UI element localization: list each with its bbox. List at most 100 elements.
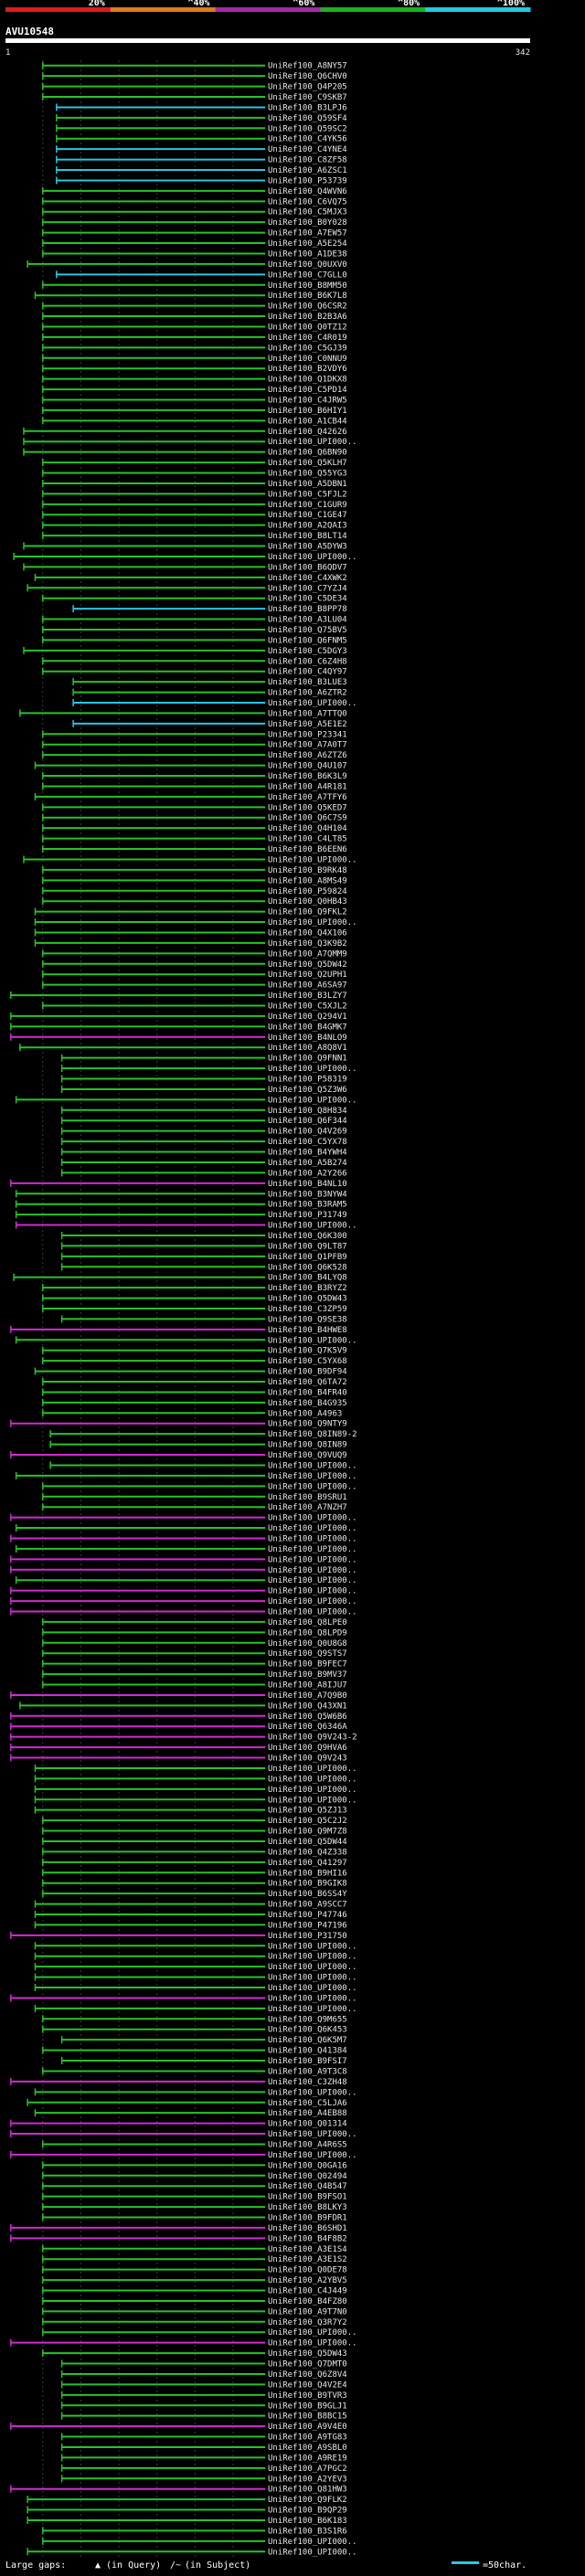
hit-label: UniRef100_A7QMM9 [268, 949, 347, 959]
hit-label: UniRef100_B6EEN6 [268, 845, 347, 854]
hit-label: UniRef100_B3LZY7 [268, 991, 347, 1001]
hit-label: UniRef100_B0Y028 [268, 218, 347, 228]
hit-label: UniRef100_A7EW57 [268, 229, 347, 239]
hit-label: UniRef100_UPI000.. [268, 1963, 357, 1972]
hit-label: UniRef100_Q9FNN1 [268, 1055, 347, 1064]
identity-scale-ticks: 20% ^40% ^60% ^80% ^100% [89, 0, 525, 8]
hit-label: UniRef100_Q0TZ12 [268, 323, 347, 332]
hit-label: UniRef100_Q6K453 [268, 2026, 347, 2035]
hit-label: UniRef100_UPI000.. [268, 1096, 357, 1105]
hit-label: UniRef100_Q75BV5 [268, 626, 347, 635]
hit-label: UniRef100_UPI000.. [268, 918, 357, 928]
hit-label: UniRef100_A5E254 [268, 239, 347, 249]
hit-label: UniRef100_A3LU04 [268, 616, 347, 625]
hit-label: UniRef100_B4LYQ8 [268, 1274, 347, 1283]
hit-label: UniRef100_A6ZSC1 [268, 166, 347, 175]
hit-label: UniRef100_A1DE38 [268, 249, 347, 259]
hit-label: UniRef100_P58319 [268, 1076, 347, 1085]
hit-label: UniRef100_B4G935 [268, 1399, 347, 1408]
hit-label: UniRef100_Q6K528 [268, 1263, 347, 1272]
hit-label: UniRef100_Q6346A [268, 1723, 347, 1732]
hit-label: UniRef100_B9QP29 [268, 2507, 347, 2516]
hit-label: UniRef100_A3E1S4 [268, 2245, 347, 2254]
hit-label: UniRef100_Q4Z338 [268, 1848, 347, 1857]
hit-label: UniRef100_A2Y266 [268, 1169, 347, 1178]
hit-label: UniRef100_B6SHD1 [268, 2224, 347, 2233]
hit-label: UniRef100_Q6K300 [268, 1232, 347, 1241]
hit-label: UniRef100_C7GLL0 [268, 270, 347, 280]
hit-label: UniRef100_C5FJL2 [268, 490, 347, 499]
hit-label: UniRef100_P53739 [268, 176, 347, 186]
hit-label: UniRef100_Q81HW3 [268, 2486, 347, 2495]
scale-segment [425, 7, 531, 12]
hit-label: UniRef100_UPI000.. [268, 2005, 357, 2014]
hit-label: UniRef100_Q2UPH1 [268, 970, 347, 980]
hit-label: UniRef100_Q01314 [268, 2120, 347, 2129]
hit-label: UniRef100_Q3R7Y2 [268, 2318, 347, 2327]
hit-label: UniRef100_C4YNE4 [268, 145, 347, 154]
hit-label: UniRef100_A7TFY6 [268, 793, 347, 802]
hit-label: UniRef100_UPI000.. [268, 1974, 357, 1983]
hit-label: UniRef100_C4JRW5 [268, 397, 347, 406]
hit-label: UniRef100_B8LT14 [268, 532, 347, 541]
hit-label: UniRef100_Q1DKX8 [268, 376, 347, 385]
hit-label: UniRef100_P31750 [268, 1932, 347, 1941]
hit-label: UniRef100_P23341 [268, 730, 347, 739]
query-start: 1 [5, 48, 10, 58]
hit-label: UniRef100_B3NYW4 [268, 1190, 347, 1199]
legend-gap-query-marker: ▲ [95, 2560, 101, 2571]
hit-label: UniRef100_UPI000.. [268, 1461, 357, 1470]
hit-label: UniRef100_A9T3C8 [268, 2067, 347, 2076]
legend-in-query: (in Query) [106, 2560, 161, 2571]
hit-label: UniRef100_Q5DW43 [268, 1295, 347, 1304]
hit-label: UniRef100_C6Z4H8 [268, 657, 347, 666]
hit-label: UniRef100_B6K3L9 [268, 772, 347, 781]
hit-label: UniRef100_UPI000.. [268, 1942, 357, 1951]
query-bar [5, 38, 530, 43]
hit-label: UniRef100_Q0U8G8 [268, 1639, 347, 1648]
hit-label: UniRef100_Q9VUQ9 [268, 1451, 347, 1460]
hit-label: UniRef100_Q5KED7 [268, 803, 347, 812]
hit-label: UniRef100_A9TG83 [268, 2433, 347, 2443]
hit-label: UniRef100_C4LT85 [268, 835, 347, 844]
hit-label: UniRef100_Q5C2J2 [268, 1817, 347, 1826]
hit-label: UniRef100_UPI000.. [268, 699, 357, 708]
hit-label: UniRef100_Q5DW44 [268, 1838, 347, 1847]
hit-label: UniRef100_B9HI16 [268, 1869, 347, 1878]
hit-label: UniRef100_C1GE47 [268, 511, 347, 520]
hit-label: UniRef100_A8NY57 [268, 62, 347, 71]
hit-label: UniRef100_C5LJA6 [268, 2099, 347, 2108]
hit-label: UniRef100_A6ZTZ6 [268, 751, 347, 760]
hit-label: UniRef100_C1GUR9 [268, 501, 347, 510]
hit-label: UniRef100_C3ZH48 [268, 2078, 347, 2087]
hit-label: UniRef100_Q0HB43 [268, 897, 347, 906]
hit-label: UniRef100_B8LKY3 [268, 2203, 347, 2212]
hit-label: UniRef100_A7A0T7 [268, 741, 347, 750]
legend-gap-subject-marker: /~ [170, 2560, 181, 2571]
hit-label: UniRef100_A3E1S2 [268, 2255, 347, 2264]
hit-label: UniRef100_Q4H104 [268, 824, 347, 833]
hit-label: UniRef100_B9GIK8 [268, 1880, 347, 1889]
hit-label: UniRef100_C7YZJ4 [268, 584, 347, 593]
hit-label: UniRef100_B9SRU1 [268, 1493, 347, 1502]
hit-label: UniRef100_Q6TA72 [268, 1378, 347, 1387]
hit-label: UniRef100_Q6FNM5 [268, 636, 347, 645]
hit-label: UniRef100_Q6F344 [268, 1117, 347, 1126]
hit-label: UniRef100_UPI000.. [268, 2548, 357, 2557]
hit-label: UniRef100_A2YEV3 [268, 2475, 347, 2484]
hit-label: UniRef100_UPI000.. [268, 1994, 357, 2003]
hit-label: UniRef100_UPI000.. [268, 1482, 357, 1491]
hit-label: UniRef100_Q5DW43 [268, 2349, 347, 2359]
hit-label: UniRef100_B2B3A6 [268, 313, 347, 322]
hit-label: UniRef100_UPI000.. [268, 1576, 357, 1585]
hit-label: UniRef100_B2VDY6 [268, 365, 347, 374]
hit-label: UniRef100_UPI000.. [268, 1222, 357, 1231]
scale-tick-label: 20% [89, 0, 105, 8]
scale-tick-label: ^40% [188, 0, 210, 8]
hit-label: UniRef100_UPI000.. [268, 855, 357, 864]
hit-label: UniRef100_UPI000.. [268, 1524, 357, 1533]
hit-label: UniRef100_B3LPJ6 [268, 103, 347, 112]
hit-label: UniRef100_C5DE34 [268, 595, 347, 604]
hit-label: UniRef100_UPI000.. [268, 1765, 357, 1774]
